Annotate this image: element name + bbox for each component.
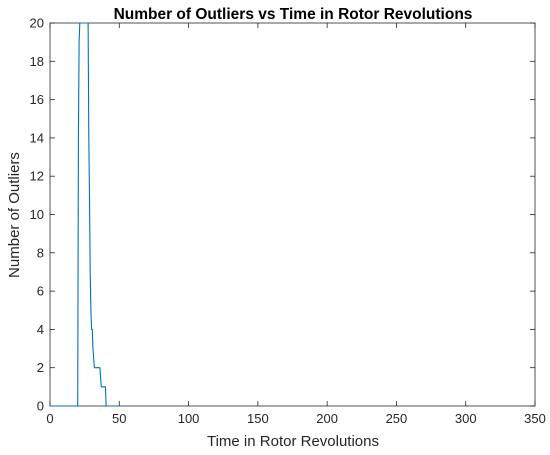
x-tick-label: 50 [112,411,126,426]
x-tick-label: 300 [455,411,477,426]
y-tick-label: 0 [37,399,44,414]
x-axis-label: Time in Rotor Revolutions [207,433,379,450]
y-tick-label: 12 [30,169,44,184]
chart-title: Number of Outliers vs Time in Rotor Revo… [114,6,473,23]
y-tick-label: 10 [30,207,44,222]
y-tick-label: 6 [37,284,44,299]
y-axis-label: Number of Outliers [6,152,23,278]
plot-area [49,22,536,407]
y-tick-label: 16 [30,92,44,107]
y-axis-ticks: 0 2 4 6 8 10 12 14 16 18 20 [30,16,535,414]
y-tick-label: 14 [30,130,44,145]
y-tick-label: 2 [37,360,44,375]
y-tick-label: 8 [37,245,44,260]
series-line-outliers [50,22,120,407]
x-axis-ticks: 0 50 100 150 200 250 300 350 [46,23,546,426]
y-tick-label: 18 [30,54,44,69]
y-tick-label: 20 [30,16,44,31]
x-tick-label: 250 [386,411,408,426]
x-tick-label: 150 [247,411,269,426]
series-layer [50,22,120,407]
x-tick-label: 0 [46,411,53,426]
x-tick-label: 350 [524,411,546,426]
x-tick-label: 100 [178,411,200,426]
x-tick-label: 200 [316,411,338,426]
y-tick-label: 4 [37,322,44,337]
